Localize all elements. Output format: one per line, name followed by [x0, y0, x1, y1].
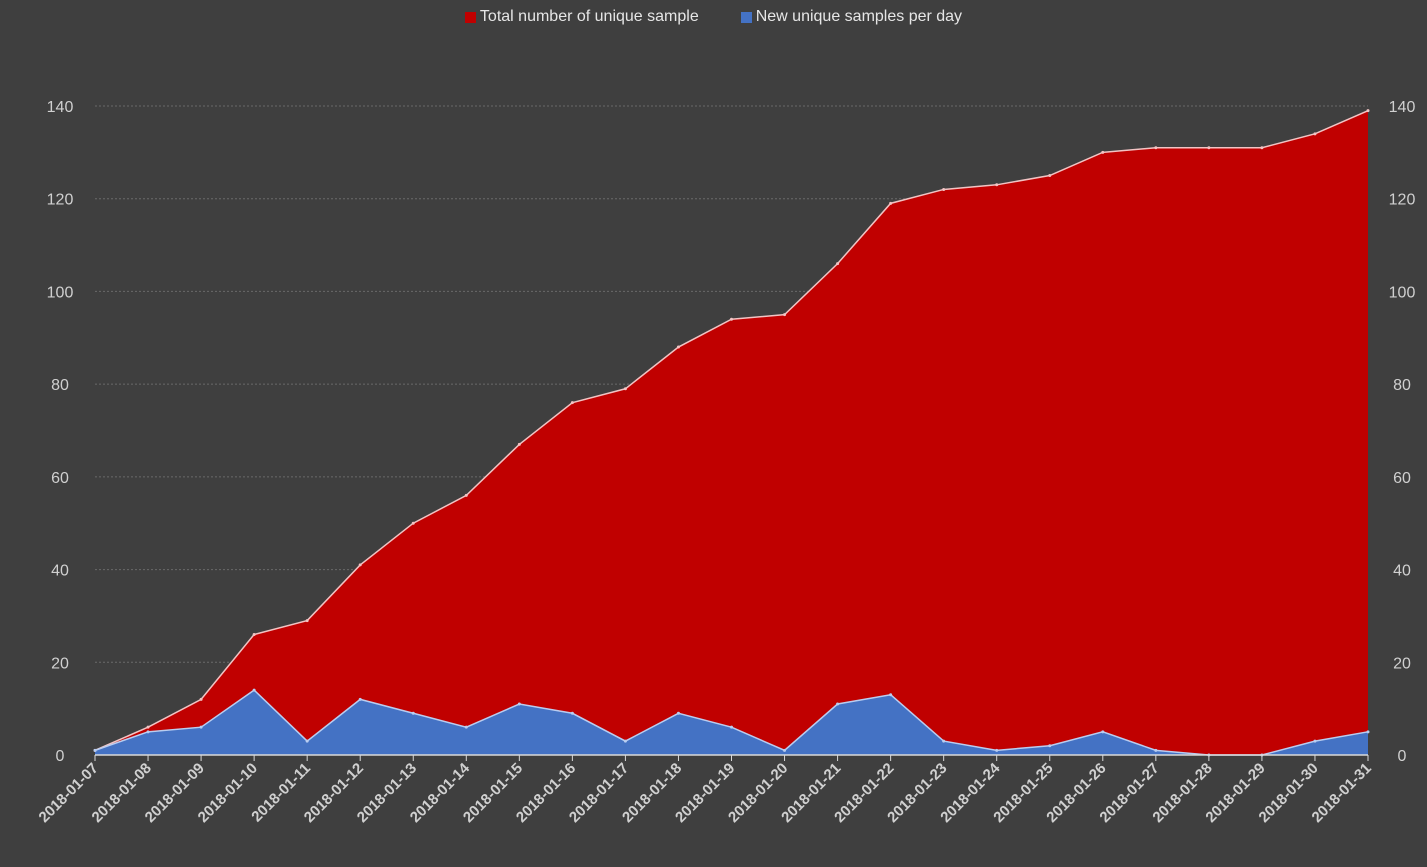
legend-swatch-total	[464, 11, 476, 23]
data-point-total	[942, 187, 946, 191]
data-point-new	[411, 711, 415, 715]
data-point-new	[730, 725, 733, 729]
data-point-total	[252, 632, 256, 636]
data-point-new	[1366, 730, 1370, 734]
data-point-total	[1260, 146, 1264, 150]
y-tick-label-right: 120	[1389, 192, 1416, 209]
y-tick-label-right: 0	[1398, 748, 1407, 765]
legend-label-total: Total number of unique sample	[479, 8, 699, 25]
data-point-total	[1101, 150, 1105, 154]
y-tick-label-left: 60	[51, 470, 69, 487]
data-point-total	[358, 563, 362, 567]
y-tick-label-right: 40	[1393, 563, 1411, 580]
legend: Total number of unique sample New unique…	[0, 8, 1427, 26]
data-point-total	[517, 442, 521, 446]
y-tick-label-right: 140	[1389, 99, 1416, 116]
data-point-total	[623, 387, 627, 391]
data-point-total	[783, 313, 787, 317]
data-point-new	[1048, 744, 1052, 748]
data-point-new	[305, 739, 309, 743]
data-point-total	[1366, 109, 1370, 113]
y-tick-label-left: 40	[51, 563, 69, 580]
series-area-new	[95, 690, 1368, 755]
y-tick-label-right: 100	[1389, 284, 1416, 301]
data-point-new	[464, 725, 468, 729]
y-tick-label-left: 20	[51, 655, 69, 672]
legend-item-new: New unique samples per day	[740, 8, 963, 26]
y-tick-label-left: 100	[47, 284, 74, 301]
data-point-total	[676, 345, 680, 349]
data-point-total	[889, 201, 893, 205]
data-point-total	[1207, 146, 1211, 150]
y-tick-label-left: 140	[47, 99, 74, 116]
data-point-new	[1101, 730, 1105, 734]
y-tick-label-left: 120	[47, 192, 74, 209]
legend-item-total: Total number of unique sample	[464, 8, 699, 26]
data-point-total	[836, 262, 840, 266]
data-point-new	[570, 711, 574, 715]
data-point-total	[199, 697, 203, 701]
y-tick-label-left: 80	[51, 377, 69, 394]
data-point-total	[305, 619, 309, 623]
data-point-new	[1313, 739, 1317, 743]
y-tick-label-right: 80	[1393, 377, 1411, 394]
legend-label-new: New unique samples per day	[755, 8, 963, 25]
data-point-new	[783, 748, 787, 752]
data-point-total	[411, 521, 415, 525]
data-point-new	[995, 748, 999, 752]
data-point-total	[1048, 174, 1052, 178]
data-point-new	[1154, 748, 1158, 752]
data-point-new	[358, 697, 362, 701]
data-point-new	[93, 748, 97, 752]
data-point-new	[942, 739, 946, 743]
y-tick-label-right: 20	[1393, 655, 1411, 672]
data-point-total	[570, 401, 574, 405]
data-point-new	[676, 711, 680, 715]
data-point-new	[252, 688, 256, 692]
series-area-total	[95, 110, 1368, 755]
legend-swatch-new	[740, 11, 752, 23]
data-point-new	[889, 693, 893, 697]
data-point-new	[836, 702, 840, 706]
y-tick-label-left: 0	[56, 748, 65, 765]
data-point-total	[1313, 132, 1317, 136]
data-point-new	[623, 739, 627, 743]
data-point-new	[199, 725, 203, 729]
data-point-new	[146, 730, 150, 734]
data-point-total	[464, 493, 468, 497]
data-point-total	[1154, 146, 1158, 150]
y-tick-label-right: 60	[1393, 470, 1411, 487]
data-point-total	[730, 317, 733, 321]
data-point-total	[995, 183, 999, 187]
data-point-new	[517, 702, 521, 706]
data-point-total	[146, 725, 150, 729]
